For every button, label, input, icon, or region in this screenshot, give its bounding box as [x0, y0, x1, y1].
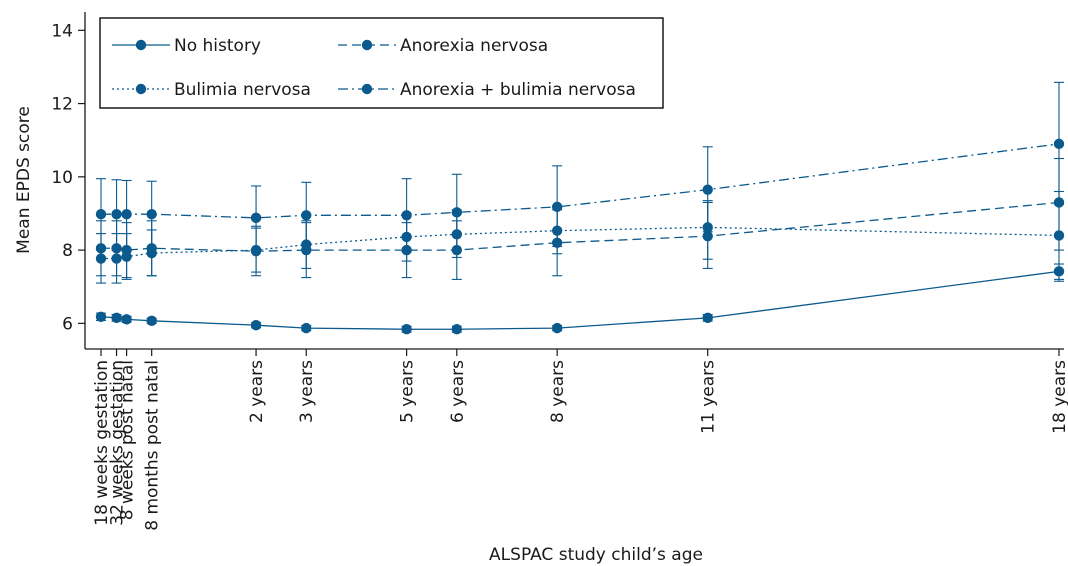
data-point — [551, 201, 563, 213]
data-point — [401, 210, 412, 221]
data-point — [451, 324, 462, 335]
legend-swatch-marker — [135, 39, 147, 51]
data-point — [95, 253, 107, 264]
data-point — [95, 243, 107, 254]
y-ticks: 6 8 10 12 14 — [51, 21, 85, 334]
legend-label: No history — [174, 36, 261, 56]
series-line-3 — [101, 143, 1060, 219]
data-point — [301, 239, 312, 250]
data-point — [1053, 197, 1065, 208]
data-point — [250, 319, 262, 331]
series-line-0 — [100, 270, 1060, 330]
data-point — [551, 237, 563, 248]
x-tick-label: 8 weeks post natal — [118, 360, 138, 520]
data-point — [95, 311, 107, 322]
data-point — [111, 253, 122, 264]
series-points — [95, 138, 1065, 335]
legend-box — [99, 17, 664, 109]
data-point — [301, 210, 312, 221]
data-point — [146, 209, 157, 220]
data-point — [551, 225, 563, 236]
x-tick-label: 18 years — [1050, 360, 1068, 434]
series-lines — [100, 143, 1060, 330]
x-tick-label: 8 years — [548, 360, 568, 423]
x-tick-label: 18 weeks gestation — [92, 360, 112, 526]
series-line-2 — [101, 226, 1060, 260]
data-point — [451, 244, 462, 256]
data-point — [551, 322, 563, 334]
data-point — [702, 312, 713, 324]
data-point — [301, 322, 312, 334]
series-line-1 — [101, 201, 1060, 252]
x-tick-label: 6 years — [448, 360, 468, 423]
data-point — [1053, 138, 1065, 150]
legend-swatch-marker — [135, 83, 147, 95]
x-tick-label: 5 years — [398, 360, 418, 423]
data-point — [702, 230, 713, 242]
data-point — [250, 244, 262, 256]
x-tick-label: 3 years — [297, 360, 317, 423]
y-tick-label: 8 — [62, 241, 73, 261]
data-point — [451, 229, 462, 240]
data-point — [111, 312, 122, 324]
data-point — [702, 184, 713, 195]
x-tick-label: 32 weeks gestation — [108, 360, 128, 526]
data-point — [702, 222, 713, 233]
data-point — [146, 315, 157, 326]
data-point — [111, 209, 122, 220]
data-point — [146, 247, 157, 259]
y-tick-label: 6 — [62, 314, 73, 334]
y-tick-label: 14 — [51, 21, 73, 41]
legend: No history Anorexia nervosa Bulimia nervos… — [99, 17, 664, 109]
legend-label: Anorexia + bulimia nervosa — [400, 80, 636, 100]
data-point — [121, 251, 132, 262]
data-point — [250, 212, 262, 224]
data-point — [1053, 230, 1065, 241]
legend-swatch-marker — [361, 39, 373, 51]
x-axis-title: ALSPAC study child’s age — [489, 545, 703, 565]
data-point — [451, 207, 462, 218]
error-bars — [96, 81, 1064, 333]
data-point — [401, 324, 412, 335]
data-point — [401, 244, 412, 256]
x-tick-label: 8 months post natal — [143, 360, 163, 531]
y-tick-label: 10 — [51, 168, 73, 188]
x-tick-label: 11 years — [699, 360, 719, 434]
x-tick-label: 2 years — [247, 360, 267, 423]
data-point — [121, 314, 132, 325]
legend-label: Anorexia nervosa — [400, 36, 548, 56]
legend-swatch-marker — [361, 83, 373, 95]
axes — [84, 12, 1064, 350]
y-axis-title: Mean EPDS score — [14, 106, 34, 254]
data-point — [1053, 266, 1065, 277]
y-tick-label: 12 — [51, 95, 73, 115]
data-point — [121, 209, 132, 220]
legend-label: Bulimia nervosa — [174, 80, 311, 100]
data-point — [111, 243, 122, 254]
data-point — [401, 231, 412, 243]
data-point — [95, 209, 107, 220]
